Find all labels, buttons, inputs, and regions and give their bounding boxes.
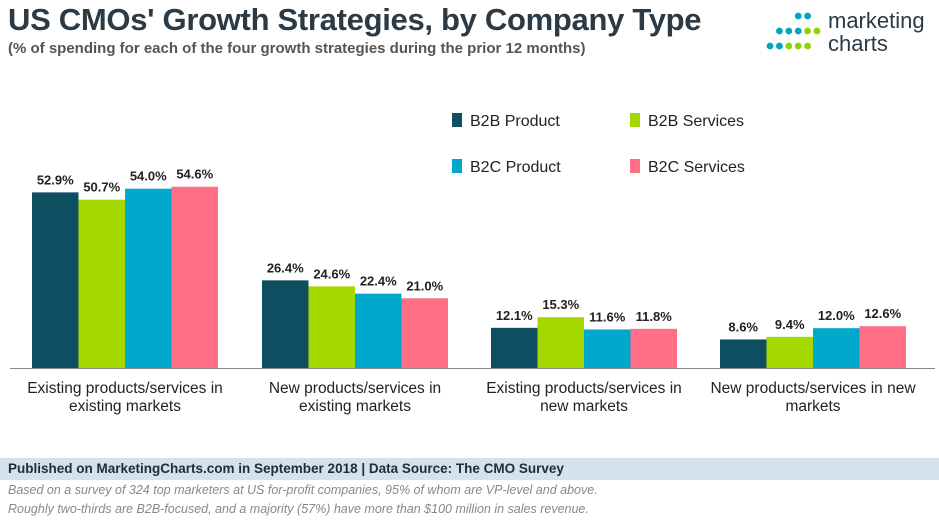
legend-swatch	[452, 113, 462, 127]
data-label: 50.7%	[83, 180, 120, 195]
bar	[630, 328, 677, 368]
data-label: 22.4%	[360, 274, 397, 289]
footer-bar: Published on MarketingCharts.com in Sept…	[0, 458, 939, 480]
chart-title: US CMOs' Growth Strategies, by Company T…	[8, 2, 702, 37]
bar	[720, 339, 767, 368]
logo-dot	[794, 12, 802, 20]
legend-swatch	[630, 113, 640, 127]
logo-line-1: marketing	[828, 8, 925, 33]
source-text: Published on MarketingCharts.com in Sept…	[8, 461, 564, 476]
x-tick-label: Existing products/services in	[486, 380, 682, 397]
logo-dot	[766, 42, 774, 50]
legend-swatch	[630, 159, 640, 173]
bar	[813, 328, 860, 368]
logo-dot	[785, 42, 793, 50]
bar	[262, 280, 309, 368]
chart-subtitle: (% of spending for each of the four grow…	[8, 40, 586, 57]
bar	[859, 326, 906, 368]
x-tick-label: New products/services in	[269, 380, 441, 397]
bar	[355, 293, 402, 368]
bar	[584, 329, 631, 368]
data-label: 54.6%	[176, 167, 213, 182]
logo-dot	[776, 27, 783, 35]
logo-dot	[776, 42, 783, 50]
bar	[308, 286, 355, 368]
x-tick-label: New products/services in new	[710, 380, 916, 397]
data-label: 15.3%	[542, 297, 579, 312]
data-label: 12.1%	[496, 308, 533, 323]
legend-label: B2C Product	[470, 159, 561, 176]
bar	[32, 192, 79, 368]
bar	[491, 327, 538, 368]
logo-dot	[785, 27, 793, 35]
logo-wordmark: marketing charts	[828, 9, 925, 55]
methodology-note-2: Roughly two-thirds are B2B-focused, and …	[8, 502, 589, 516]
data-label: 54.0%	[130, 169, 167, 184]
legend-item[interactable]: B2B Services	[630, 113, 744, 130]
methodology-note-1: Based on a survey of 324 top marketers a…	[8, 483, 598, 497]
legend-item[interactable]: B2C Product	[452, 159, 561, 176]
legend-item[interactable]: B2B Product	[452, 113, 560, 130]
data-label: 26.4%	[267, 260, 304, 275]
x-tick-label: new markets	[540, 398, 628, 415]
data-label: 9.4%	[775, 317, 805, 332]
bar	[537, 317, 584, 368]
logo-dot	[813, 27, 821, 35]
bar	[171, 186, 218, 368]
logo-dot	[804, 12, 811, 20]
logo-line-2: charts	[828, 31, 888, 56]
data-label: 12.0%	[818, 308, 855, 323]
x-tick-label: existing markets	[299, 398, 411, 415]
data-label: 8.6%	[728, 319, 758, 334]
legend-label: B2B Product	[470, 113, 560, 130]
logo-dot	[794, 42, 802, 50]
data-label: 21.0%	[406, 278, 443, 293]
bar	[766, 336, 813, 368]
x-tick-label: markets	[785, 398, 840, 415]
marketingcharts-logo[interactable]: marketing charts	[766, 8, 936, 58]
legend-swatch	[452, 159, 462, 173]
logo-dots-icon	[766, 12, 821, 50]
x-tick-label: existing markets	[69, 398, 181, 415]
logo-dot	[794, 27, 802, 35]
data-label: 12.6%	[864, 306, 901, 321]
bar	[401, 298, 448, 368]
data-label: 11.8%	[636, 309, 673, 324]
legend-item[interactable]: B2C Services	[630, 159, 745, 176]
data-label: 24.6%	[313, 266, 350, 281]
bar-chart: 52.9% 26.4% 12.1% 8.6% 50.7% 24.6% 15.3% 9.4% 54…	[10, 113, 935, 415]
bar	[78, 199, 125, 368]
x-tick-label: Existing products/services in	[27, 380, 223, 397]
logo-dot	[804, 27, 811, 35]
data-label: 11.6%	[589, 309, 626, 324]
bar	[125, 188, 172, 368]
logo-dot	[804, 42, 811, 50]
data-label: 52.9%	[37, 172, 74, 187]
legend-label: B2B Services	[648, 113, 744, 130]
legend-label: B2C Services	[648, 159, 745, 176]
